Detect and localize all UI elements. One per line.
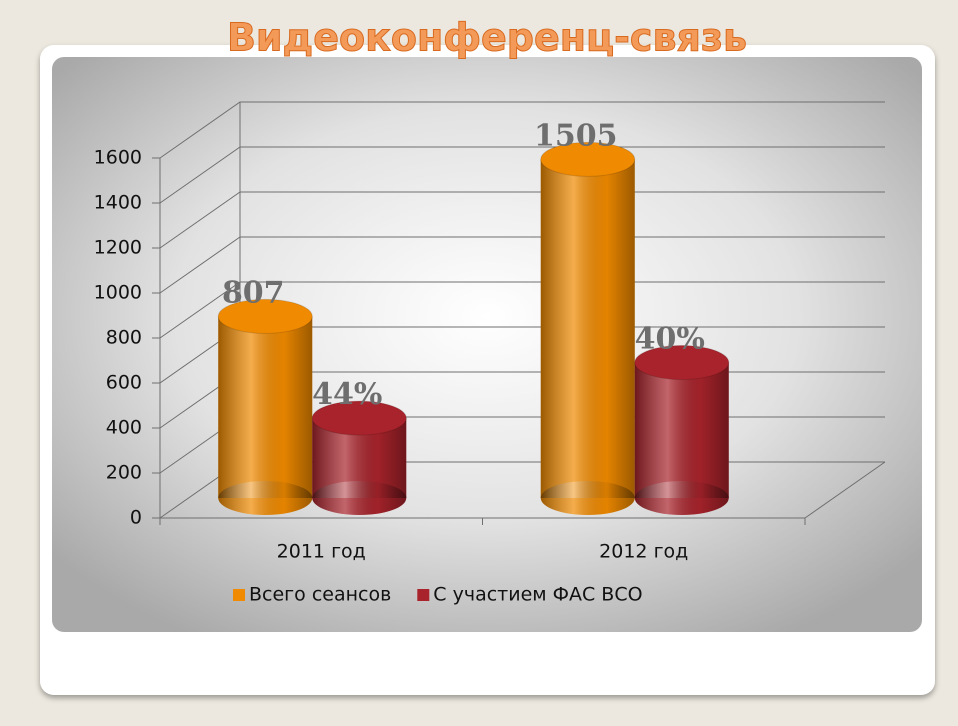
- cylinder-bottom-shade: [218, 481, 313, 515]
- y-tick-label: 1400: [94, 192, 142, 214]
- chart-title: Видеоконференц-связь: [227, 16, 747, 60]
- y-tick-label: 800: [106, 327, 142, 349]
- grid-line: [159, 146, 885, 204]
- data-label: 1505: [534, 118, 618, 153]
- legend-label: Всего сеансов: [249, 584, 391, 606]
- legend-label: С участием ФАС ВСО: [433, 584, 642, 606]
- cylinder-bottom-shade: [540, 481, 635, 515]
- cylinder-bottom-shade: [634, 481, 729, 515]
- cylinder-bottom-shade: [312, 481, 407, 515]
- y-tick-label: 0: [130, 507, 142, 529]
- y-tick-label: 600: [106, 372, 142, 394]
- cylinder: [540, 141, 636, 515]
- cylinder-top: [634, 345, 730, 381]
- legend-swatch: [417, 589, 430, 601]
- cylinder: [217, 298, 313, 515]
- y-tick-label: 1200: [94, 237, 142, 259]
- cylinder-shade: [634, 362, 729, 498]
- y-tick-label: 400: [106, 417, 142, 439]
- grid-line: [159, 101, 885, 159]
- data-label: 44%: [312, 377, 382, 412]
- floor-edge: [804, 461, 886, 519]
- y-tick-label: 1000: [94, 282, 142, 304]
- cylinder-top: [217, 298, 313, 334]
- grid-line: [159, 236, 885, 294]
- legend-swatch: [233, 589, 245, 601]
- y-tick-label: 1600: [94, 147, 142, 169]
- plot-background: [52, 57, 922, 632]
- grid-line: [159, 281, 885, 339]
- x-tick-label: 2011 год: [277, 541, 366, 563]
- cylinder: [634, 345, 730, 515]
- y-tick-label: 200: [106, 462, 142, 484]
- cylinder: [311, 400, 407, 515]
- data-label: 40%: [635, 322, 705, 357]
- cylinder-top: [540, 141, 636, 177]
- cylinder-top: [311, 400, 407, 436]
- cylinder-shade: [540, 159, 635, 498]
- x-tick-label: 2012 год: [599, 541, 688, 563]
- cylinder-shade: [218, 316, 313, 498]
- grid-line: [159, 191, 885, 249]
- data-label: 807: [222, 275, 285, 310]
